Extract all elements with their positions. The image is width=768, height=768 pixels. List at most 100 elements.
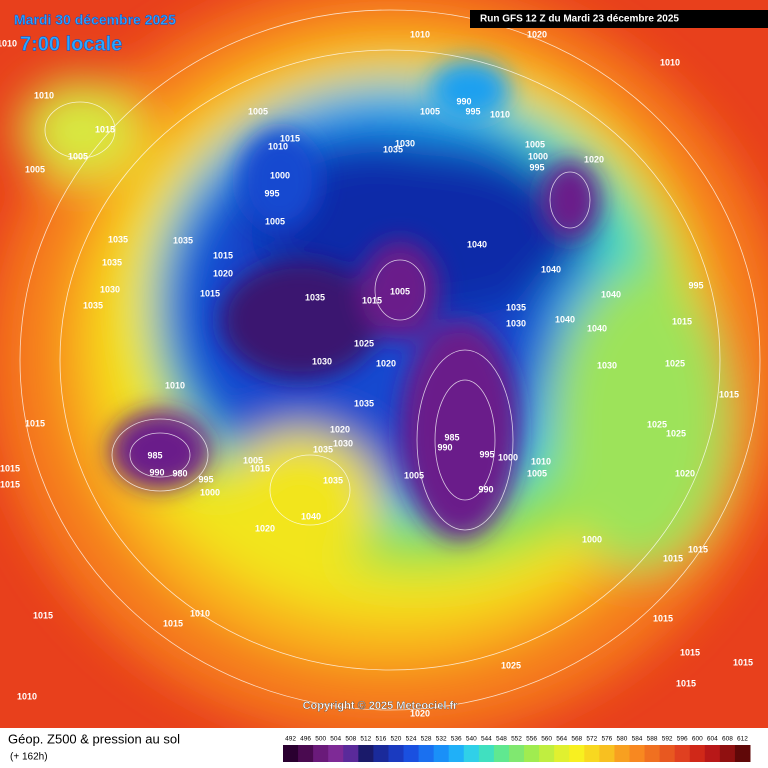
isobar-label: 1020 xyxy=(213,268,233,278)
colorbar-swatch xyxy=(358,745,374,762)
colorbar-label: 500 xyxy=(315,736,326,743)
colorbar-label: 576 xyxy=(601,736,612,743)
isobar-label: 1010 xyxy=(490,109,510,119)
isobar-label: 1010 xyxy=(17,691,37,701)
isobar-label: 985 xyxy=(444,432,459,442)
isobar-label: 1020 xyxy=(584,154,604,164)
colorbar-label: 504 xyxy=(330,736,341,743)
isobar-label: 1025 xyxy=(666,428,686,438)
colorbar-swatch xyxy=(704,745,721,762)
isobar-label: 1035 xyxy=(354,398,374,408)
isobar-label: 1015 xyxy=(25,418,45,428)
isobar-label: 1030 xyxy=(395,138,415,148)
run-info: Run GFS 12 Z du Mardi 23 décembre 2025 xyxy=(480,14,679,25)
colorbar-swatch xyxy=(433,745,450,762)
colorbar-swatch xyxy=(478,745,495,762)
isobar-label: 1015 xyxy=(719,389,739,399)
isobar-label: 1035 xyxy=(108,234,128,244)
isobar-label: 995 xyxy=(688,280,703,290)
isobar-label: 1025 xyxy=(354,338,374,348)
colorbar-label: 556 xyxy=(526,736,537,743)
isobar-label: 1005 xyxy=(420,106,440,116)
isobar-label: 1000 xyxy=(498,452,518,462)
isobar-label: 1010 xyxy=(0,38,17,48)
isobar-label: 1035 xyxy=(83,300,103,310)
colorbar-label: 604 xyxy=(707,736,718,743)
isobar-label: 990 xyxy=(478,484,493,494)
isobar-label: 1000 xyxy=(270,170,290,180)
isobar-label: 995 xyxy=(198,474,213,484)
colorbar-label: 568 xyxy=(571,736,582,743)
isobar-label: 1010 xyxy=(660,57,680,67)
isobar-label: 985 xyxy=(147,450,162,460)
colorbar-label: 536 xyxy=(451,736,462,743)
colorbar-swatch xyxy=(719,745,736,762)
isobar-label: 1030 xyxy=(100,284,120,294)
colorbar-swatch xyxy=(659,745,676,762)
legend-title: Géop. Z500 & pression au sol xyxy=(8,731,180,746)
isobar-label: 1010 xyxy=(165,380,185,390)
isobar-label: 1010 xyxy=(190,608,210,618)
isobar-label: 990 xyxy=(437,442,452,452)
colorbar-swatch xyxy=(569,745,585,762)
isobar-label: 1030 xyxy=(597,360,617,370)
colorbar-label: 560 xyxy=(541,736,552,743)
isobar-label: 1025 xyxy=(647,419,667,429)
colorbar-swatch xyxy=(343,745,359,762)
colorbar-label: 596 xyxy=(677,736,688,743)
colorbar-swatch xyxy=(283,745,299,762)
colorbar-label: 528 xyxy=(421,736,432,743)
isobar-label: 1015 xyxy=(33,610,53,620)
colorbar-label: 544 xyxy=(481,736,492,743)
isobar-label: 1030 xyxy=(333,438,353,448)
isobar-label: 1015 xyxy=(676,678,696,688)
colorbar-swatch xyxy=(644,745,661,762)
isobar-label: 1015 xyxy=(163,618,183,628)
isobar-label: 1010 xyxy=(268,141,288,151)
colorbar-label: 600 xyxy=(692,736,703,743)
isobar-label: 1035 xyxy=(323,475,343,485)
colorbar-swatch xyxy=(493,745,510,762)
colorbar-swatch xyxy=(418,745,435,762)
isobar-label: 1020 xyxy=(376,358,396,368)
colorbar-label: 552 xyxy=(511,736,522,743)
colorbar-swatch xyxy=(373,745,389,762)
isobar-label: 995 xyxy=(465,106,480,116)
colorbar-label: 572 xyxy=(586,736,597,743)
isobar-label: 1005 xyxy=(265,216,285,226)
colorbar-label: 564 xyxy=(556,736,567,743)
colorbar-label: 516 xyxy=(375,736,386,743)
colorbar-swatch xyxy=(463,745,480,762)
colorbar-label: 580 xyxy=(617,736,628,743)
colorbar-label: 496 xyxy=(300,736,311,743)
colorbar-label: 592 xyxy=(662,736,673,743)
isobar-label: 980 xyxy=(172,468,187,478)
isobar-label: 1020 xyxy=(410,708,430,718)
isobar-label: 1015 xyxy=(362,295,382,305)
forecast-date: Mardi 30 décembre 2025 xyxy=(14,12,176,28)
colorbar-swatch xyxy=(689,745,706,762)
isobar-label: 1040 xyxy=(541,264,561,274)
isobar-label: 1005 xyxy=(248,106,268,116)
isobar-label: 990 xyxy=(456,96,471,106)
isobar-label: 1015 xyxy=(0,463,20,473)
colorbar-swatch xyxy=(539,745,555,762)
isobar-label: 995 xyxy=(264,188,279,198)
colorbar-label: 492 xyxy=(285,736,296,743)
colorbar-label: 524 xyxy=(406,736,417,743)
colorbar-swatch xyxy=(328,745,344,762)
isobar-label: 1005 xyxy=(525,139,545,149)
colorbar-label: 612 xyxy=(737,736,748,743)
isobar-label: 1010 xyxy=(531,456,551,466)
isobar-label: 1005 xyxy=(404,470,424,480)
isobar-label: 1030 xyxy=(312,356,332,366)
colorbar: 492 496 500 504 508 512 516 520 524 528 532 536 540 5… xyxy=(283,736,751,762)
isobar-label: 1035 xyxy=(305,292,325,302)
colorbar-swatch xyxy=(629,745,646,762)
colorbar-label: 548 xyxy=(496,736,507,743)
isobar-label: 1040 xyxy=(467,239,487,249)
colorbar-swatch xyxy=(524,745,540,762)
isobar-label: 1035 xyxy=(506,302,526,312)
isobar-label: 1000 xyxy=(582,534,602,544)
